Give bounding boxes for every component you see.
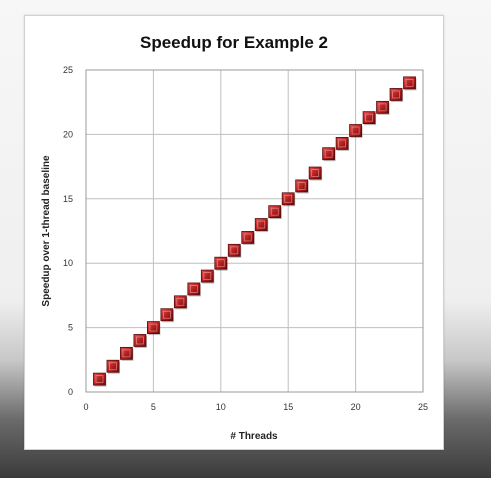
y-tick-label: 25 bbox=[63, 65, 73, 75]
chart-title: Speedup for Example 2 bbox=[140, 33, 328, 52]
data-point-marker bbox=[147, 321, 160, 335]
y-axis-title: Speedup over 1-thread baseline bbox=[41, 155, 52, 307]
data-point-marker bbox=[308, 166, 322, 180]
data-point bbox=[227, 243, 242, 258]
x-tick-label: 0 bbox=[83, 402, 88, 412]
data-point-highlight bbox=[95, 375, 104, 384]
data-point-marker bbox=[187, 282, 201, 296]
data-point-marker bbox=[349, 124, 363, 137]
data-point-marker bbox=[227, 243, 241, 257]
data-point bbox=[349, 124, 363, 139]
y-axis-ticks: 0 5 10 15 20 25 bbox=[63, 65, 73, 397]
data-point bbox=[295, 179, 309, 194]
y-tick-label: 20 bbox=[63, 129, 73, 139]
data-point bbox=[173, 295, 188, 310]
data-point-marker bbox=[241, 231, 255, 244]
data-point-marker bbox=[281, 192, 295, 206]
data-point-marker bbox=[160, 308, 174, 322]
data-point-highlight bbox=[122, 349, 131, 358]
x-axis-ticks: 0 5 10 15 20 25 bbox=[83, 402, 428, 412]
data-point-highlight bbox=[257, 220, 266, 229]
data-point bbox=[308, 166, 323, 181]
speedup-chart: Speedup for Example 2 0 5 10 15 20 25 0 5 10 15 2… bbox=[41, 33, 428, 442]
data-point-highlight bbox=[203, 272, 212, 280]
y-tick-label: 10 bbox=[63, 258, 73, 268]
data-point bbox=[120, 346, 134, 361]
x-tick-label: 20 bbox=[351, 402, 361, 412]
y-tick-label: 0 bbox=[68, 387, 73, 397]
data-point bbox=[281, 192, 296, 207]
data-point-marker bbox=[120, 346, 133, 360]
data-point bbox=[200, 269, 215, 284]
x-axis-title: # Threads bbox=[230, 431, 278, 442]
y-tick-label: 15 bbox=[63, 194, 73, 204]
data-point-highlight bbox=[189, 285, 198, 293]
data-point-highlight bbox=[136, 336, 144, 345]
data-point-highlight bbox=[270, 207, 279, 216]
data-point-highlight bbox=[243, 233, 252, 242]
data-point-highlight bbox=[365, 113, 373, 122]
data-point bbox=[133, 334, 147, 348]
x-tick-label: 5 bbox=[151, 402, 156, 412]
data-point bbox=[214, 256, 228, 271]
data-point bbox=[376, 100, 390, 115]
data-point bbox=[254, 218, 269, 233]
data-point bbox=[403, 76, 417, 91]
data-point-highlight bbox=[109, 362, 117, 371]
data-point-highlight bbox=[351, 126, 360, 135]
y-tick-label: 5 bbox=[68, 323, 73, 333]
data-point-highlight bbox=[162, 310, 171, 319]
data-point-marker bbox=[106, 359, 120, 373]
data-point bbox=[389, 88, 404, 102]
data-point-marker bbox=[93, 372, 106, 386]
data-points bbox=[93, 76, 417, 387]
data-point-marker bbox=[389, 88, 403, 101]
data-point-highlight bbox=[284, 194, 293, 203]
data-point-marker bbox=[254, 218, 268, 231]
data-point-highlight bbox=[149, 323, 158, 332]
data-point bbox=[187, 282, 201, 297]
data-point-marker bbox=[403, 76, 416, 90]
data-point-highlight bbox=[405, 78, 414, 87]
data-point-highlight bbox=[297, 182, 306, 190]
data-point bbox=[93, 372, 107, 387]
data-point-marker bbox=[295, 179, 309, 193]
data-point-highlight bbox=[230, 246, 239, 255]
data-point-marker bbox=[335, 137, 349, 150]
data-point-highlight bbox=[378, 103, 387, 112]
x-tick-label: 15 bbox=[283, 402, 293, 412]
data-point bbox=[268, 205, 282, 220]
data-point-marker bbox=[214, 256, 228, 270]
data-point-highlight bbox=[311, 169, 320, 177]
data-point bbox=[362, 111, 377, 126]
data-point-marker bbox=[376, 100, 389, 114]
data-point bbox=[147, 321, 161, 336]
data-point-marker bbox=[173, 295, 187, 309]
data-point-marker bbox=[133, 334, 147, 347]
data-point-marker bbox=[362, 111, 376, 125]
data-point bbox=[335, 137, 350, 151]
chart-panel: Speedup for Example 2 0 5 10 15 20 25 0 5 10 15 2… bbox=[24, 15, 444, 450]
x-tick-label: 10 bbox=[216, 402, 226, 412]
data-point-highlight bbox=[338, 139, 347, 148]
data-point bbox=[160, 308, 174, 323]
data-point-marker bbox=[268, 205, 282, 219]
data-point-highlight bbox=[216, 259, 225, 268]
data-point-highlight bbox=[324, 149, 333, 158]
plot-area bbox=[85, 69, 424, 393]
x-tick-label: 25 bbox=[418, 402, 428, 412]
data-point-marker bbox=[322, 147, 336, 161]
data-point bbox=[322, 147, 336, 162]
data-point-marker bbox=[200, 269, 214, 283]
data-point bbox=[106, 359, 120, 374]
data-point-highlight bbox=[392, 90, 400, 99]
data-point bbox=[241, 231, 255, 245]
data-point-highlight bbox=[176, 297, 185, 306]
